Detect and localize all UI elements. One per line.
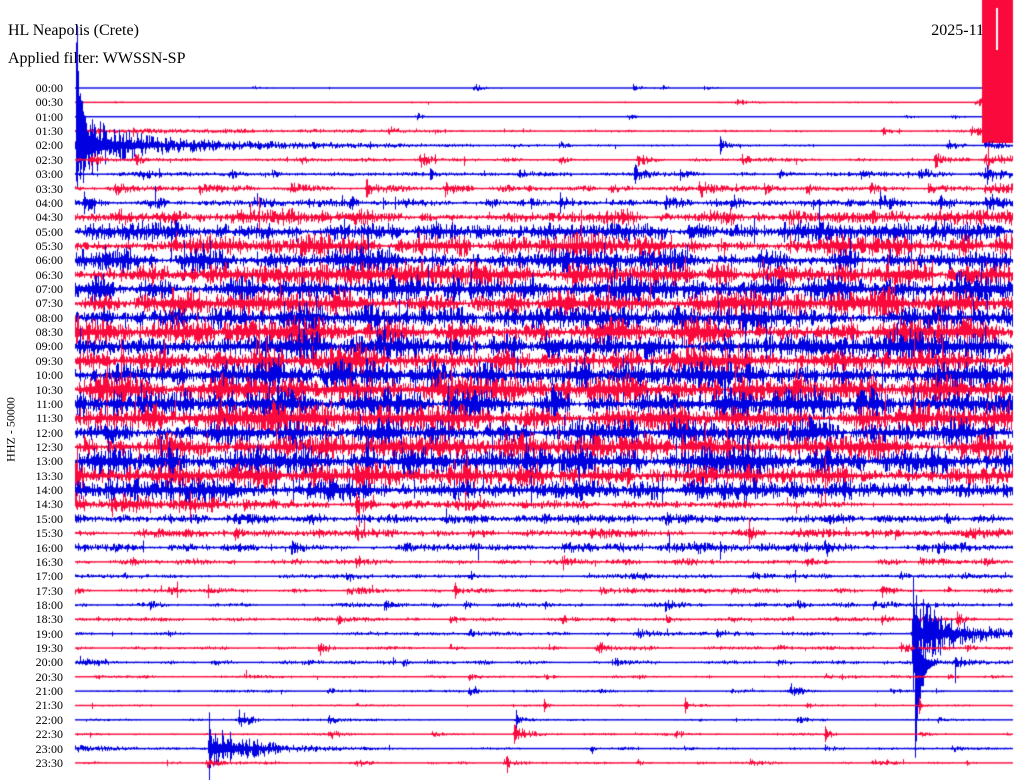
helicorder-canvas (0, 0, 1024, 780)
helicorder-page: HL Neapolis (Crete) Applied filter: WWSS… (0, 0, 1024, 780)
